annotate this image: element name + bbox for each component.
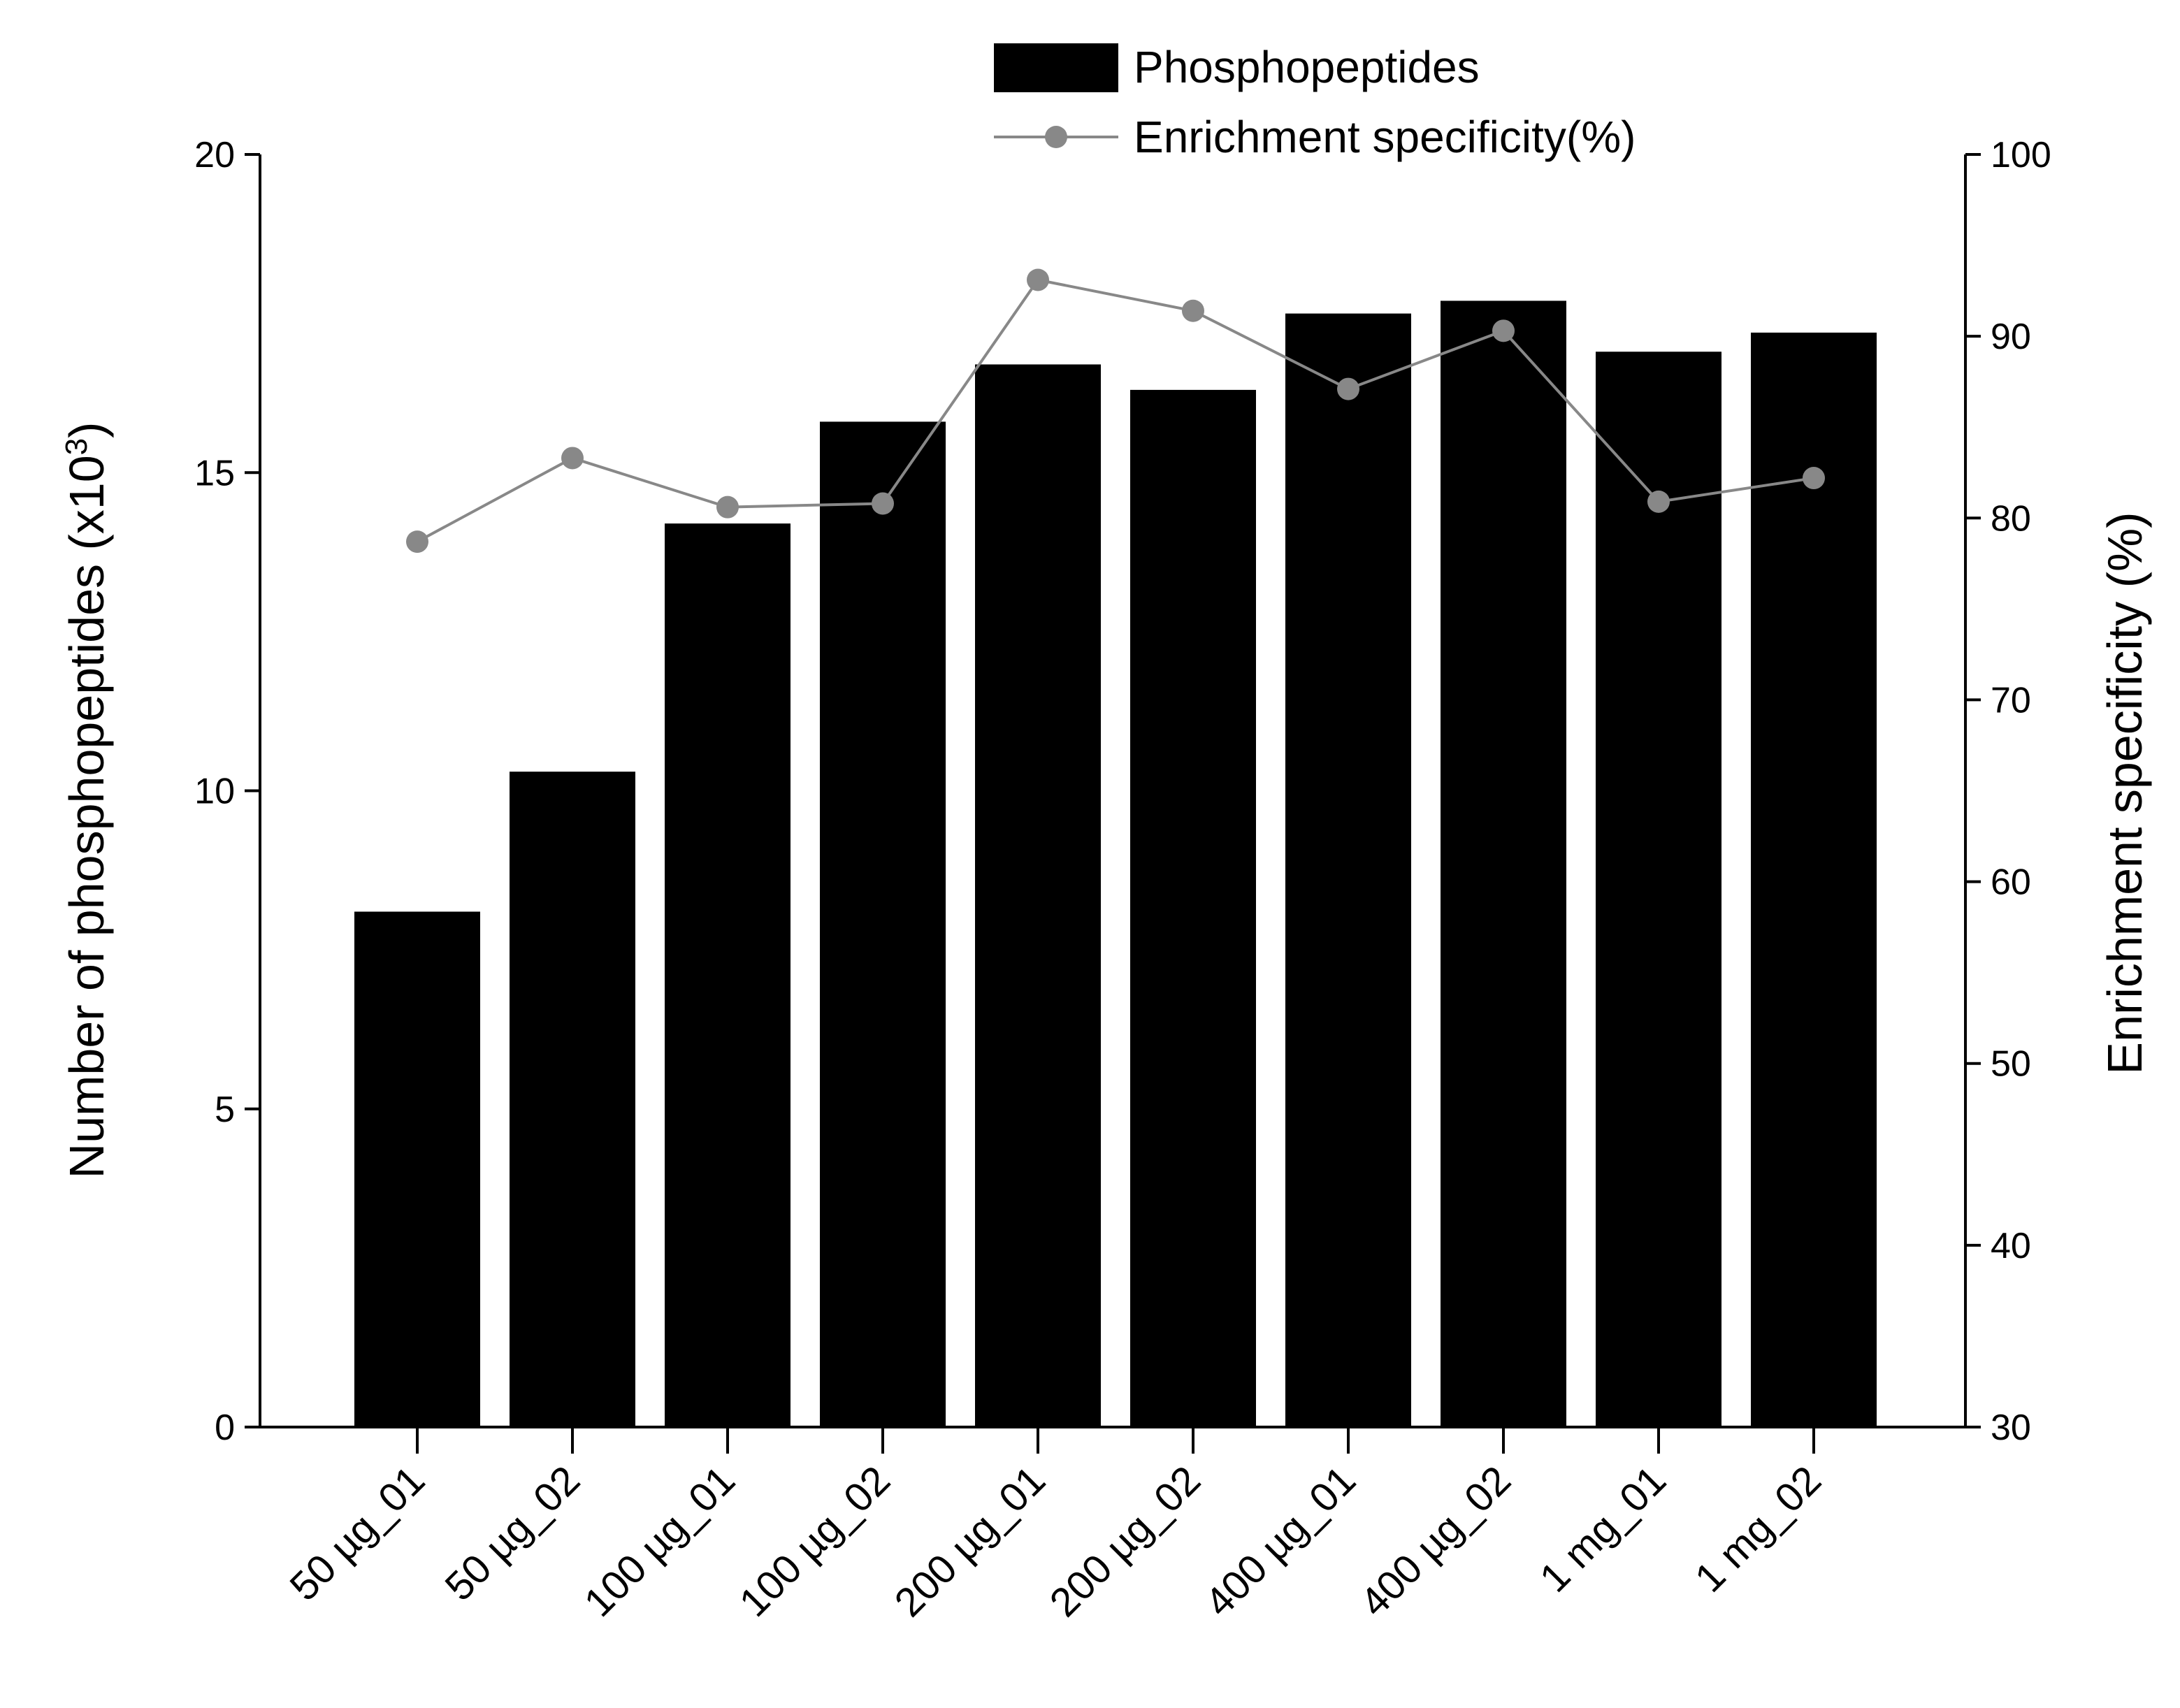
bar-2 xyxy=(510,772,635,1427)
y2-tick-label-60: 60 xyxy=(1991,862,2031,903)
line-series xyxy=(406,268,1825,553)
bar-7 xyxy=(1285,313,1411,1427)
specificity-point-2 xyxy=(561,447,584,470)
specificity-point-9 xyxy=(1647,490,1670,513)
category-label-7: 400 µg_01 xyxy=(1197,1457,1365,1626)
bar-3 xyxy=(665,523,791,1427)
legend-bar-swatch xyxy=(994,43,1118,92)
specificity-point-1 xyxy=(406,530,428,553)
y-tick-label-20: 20 xyxy=(194,135,235,175)
specificity-line xyxy=(417,278,1814,543)
specificity-point-7 xyxy=(1337,377,1359,400)
specificity-point-8 xyxy=(1492,319,1515,342)
bar-4 xyxy=(820,421,946,1428)
specificity-point-10 xyxy=(1803,467,1825,490)
legend: Phosphopeptides Enrichment specificity(%… xyxy=(994,42,1636,162)
y2-tick-label-80: 80 xyxy=(1991,498,2031,539)
y2-tick-label-50: 50 xyxy=(1991,1044,2031,1085)
y-tick-label-15: 15 xyxy=(194,453,235,493)
category-label-9: 1 mg_01 xyxy=(1531,1457,1675,1601)
specificity-point-4 xyxy=(872,492,894,515)
bar-8 xyxy=(1441,301,1566,1427)
bar-1 xyxy=(354,911,480,1427)
y-axis-title: Number of phosphopeptides (x103) xyxy=(59,422,115,1179)
y-axis-title-close: ) xyxy=(59,422,114,438)
y-axis-title-main: Number of phosphopeptides (x10 xyxy=(59,455,114,1178)
legend-line-label: Enrichment specificity(%) xyxy=(1134,112,1636,162)
y-tick-label-0: 0 xyxy=(215,1407,235,1448)
y-axis-title-sup: 3 xyxy=(59,438,94,455)
bar-5 xyxy=(975,364,1101,1427)
legend-bar-label: Phosphopeptides xyxy=(1134,42,1480,92)
y2-axis-title: Enrichment specificity (%) xyxy=(2098,512,2152,1074)
y2-tick-label-70: 70 xyxy=(1991,680,2031,721)
y2-tick-label-90: 90 xyxy=(1991,317,2031,357)
specificity-point-5 xyxy=(1027,268,1049,291)
y2-tick-label-30: 30 xyxy=(1991,1407,2031,1448)
category-label-3: 100 µg_01 xyxy=(576,1457,744,1626)
y-tick-label-5: 5 xyxy=(215,1090,235,1130)
category-label-1: 50 µg_01 xyxy=(281,1457,433,1609)
legend-line-marker xyxy=(1045,126,1067,148)
category-label-10: 1 mg_02 xyxy=(1687,1457,1831,1601)
category-label-4: 100 µg_02 xyxy=(731,1457,900,1626)
category-label-2: 50 µg_02 xyxy=(436,1457,589,1609)
y2-tick-label-40: 40 xyxy=(1991,1226,2031,1266)
bar-6 xyxy=(1130,389,1256,1427)
bar-9 xyxy=(1596,352,1721,1427)
y2-tick-label-100: 100 xyxy=(1991,135,2051,175)
ticks: 0 5 10 15 20 30 40 50 60 70 80 90 100 xyxy=(194,135,2051,1454)
y-tick-label-10: 10 xyxy=(194,772,235,812)
specificity-point-6 xyxy=(1182,299,1204,322)
bar-group xyxy=(354,301,1877,1428)
category-label-8: 400 µg_02 xyxy=(1352,1457,1520,1626)
category-label-6: 200 µg_02 xyxy=(1041,1457,1210,1626)
specificity-point-3 xyxy=(716,495,739,519)
bar-10 xyxy=(1751,332,1877,1428)
category-label-5: 200 µg_01 xyxy=(886,1457,1055,1626)
